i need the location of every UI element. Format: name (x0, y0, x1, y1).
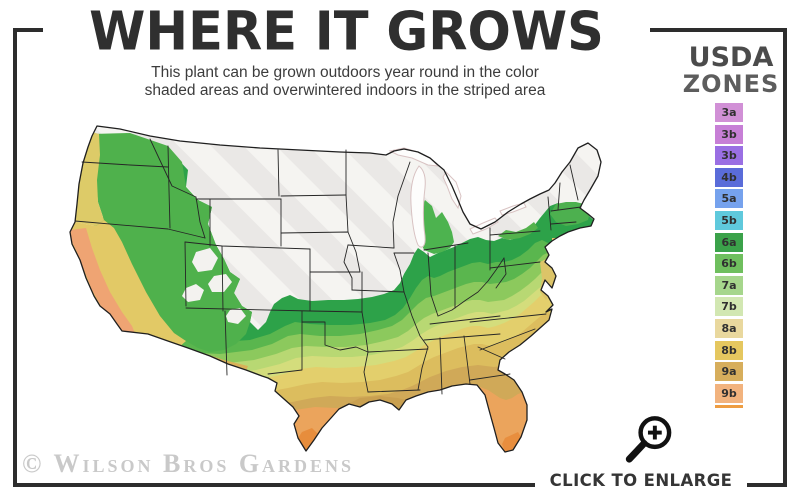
state-borders (74, 138, 582, 395)
subtitle: This plant can be grown outdoors year ro… (40, 64, 650, 100)
title-box: WHERE IT GROWS (43, 0, 650, 64)
legend-swatch-6a: 6a (715, 232, 743, 252)
legend-swatch-label: 3b (721, 127, 737, 141)
click-to-enlarge[interactable]: CLICK TO ENLARGE (535, 408, 747, 500)
legend-swatch-5b: 5b (715, 210, 743, 230)
subtitle-line-2: shaded areas and overwintered indoors in… (144, 82, 546, 99)
legend-swatch-7a: 7a (715, 275, 743, 295)
legend-swatch-5a: 5a (715, 189, 743, 209)
subtitle-line-1: This plant can be grown outdoors year ro… (151, 64, 539, 81)
legend-swatch-label: 6b (721, 257, 737, 271)
legend-swatch-label: 9a (721, 365, 737, 379)
legend-swatch-label: 8b (721, 343, 737, 357)
legend-swatch-8a: 8a (715, 318, 743, 338)
legend-swatch-3a: 3a (715, 103, 743, 122)
us-outline (69, 125, 602, 453)
watermark: © Wilson Bros Gardens (22, 449, 355, 478)
legend-title: USDA ZONES (676, 44, 786, 96)
legend-swatch-4b: 4b (715, 167, 743, 187)
legend-swatch-label: 5b (721, 213, 737, 227)
legend-swatch-label: 9b (721, 386, 737, 400)
magnifier-plus-icon (625, 416, 672, 463)
legend-title-zones: ZONES (682, 70, 780, 98)
legend-swatch-label: 7a (721, 278, 737, 292)
legend-swatch-8b: 8b (715, 340, 743, 360)
legend-swatch-label: 4b (721, 170, 737, 184)
legend-swatch-7b: 7b (715, 297, 743, 317)
legend-title-usda: USDA (688, 42, 774, 73)
legend-swatch-6b: 6b (715, 254, 743, 274)
page-title: WHERE IT GROWS (89, 1, 604, 63)
legend-swatch-label: 7b (721, 300, 737, 314)
legend-swatch-label: 3b (721, 149, 737, 163)
legend-swatch-label: 5a (721, 192, 737, 206)
legend-swatch-3b: 3b (715, 146, 743, 166)
zone-legend: 3a3b3b4b5a5b6a6b7a7b8a8b9a9b10a10b (715, 103, 743, 449)
great-lakes (388, 147, 527, 248)
legend-swatch-3b: 3b (715, 124, 743, 144)
legend-swatch-label: 8a (721, 321, 737, 335)
legend-swatch-9a: 9a (715, 362, 743, 382)
legend-swatch-9b: 9b (715, 383, 743, 403)
legend-swatch-label: 3a (721, 106, 737, 119)
legend-swatch-label: 6a (721, 235, 737, 249)
click-to-enlarge-label[interactable]: CLICK TO ENLARGE (549, 471, 733, 490)
